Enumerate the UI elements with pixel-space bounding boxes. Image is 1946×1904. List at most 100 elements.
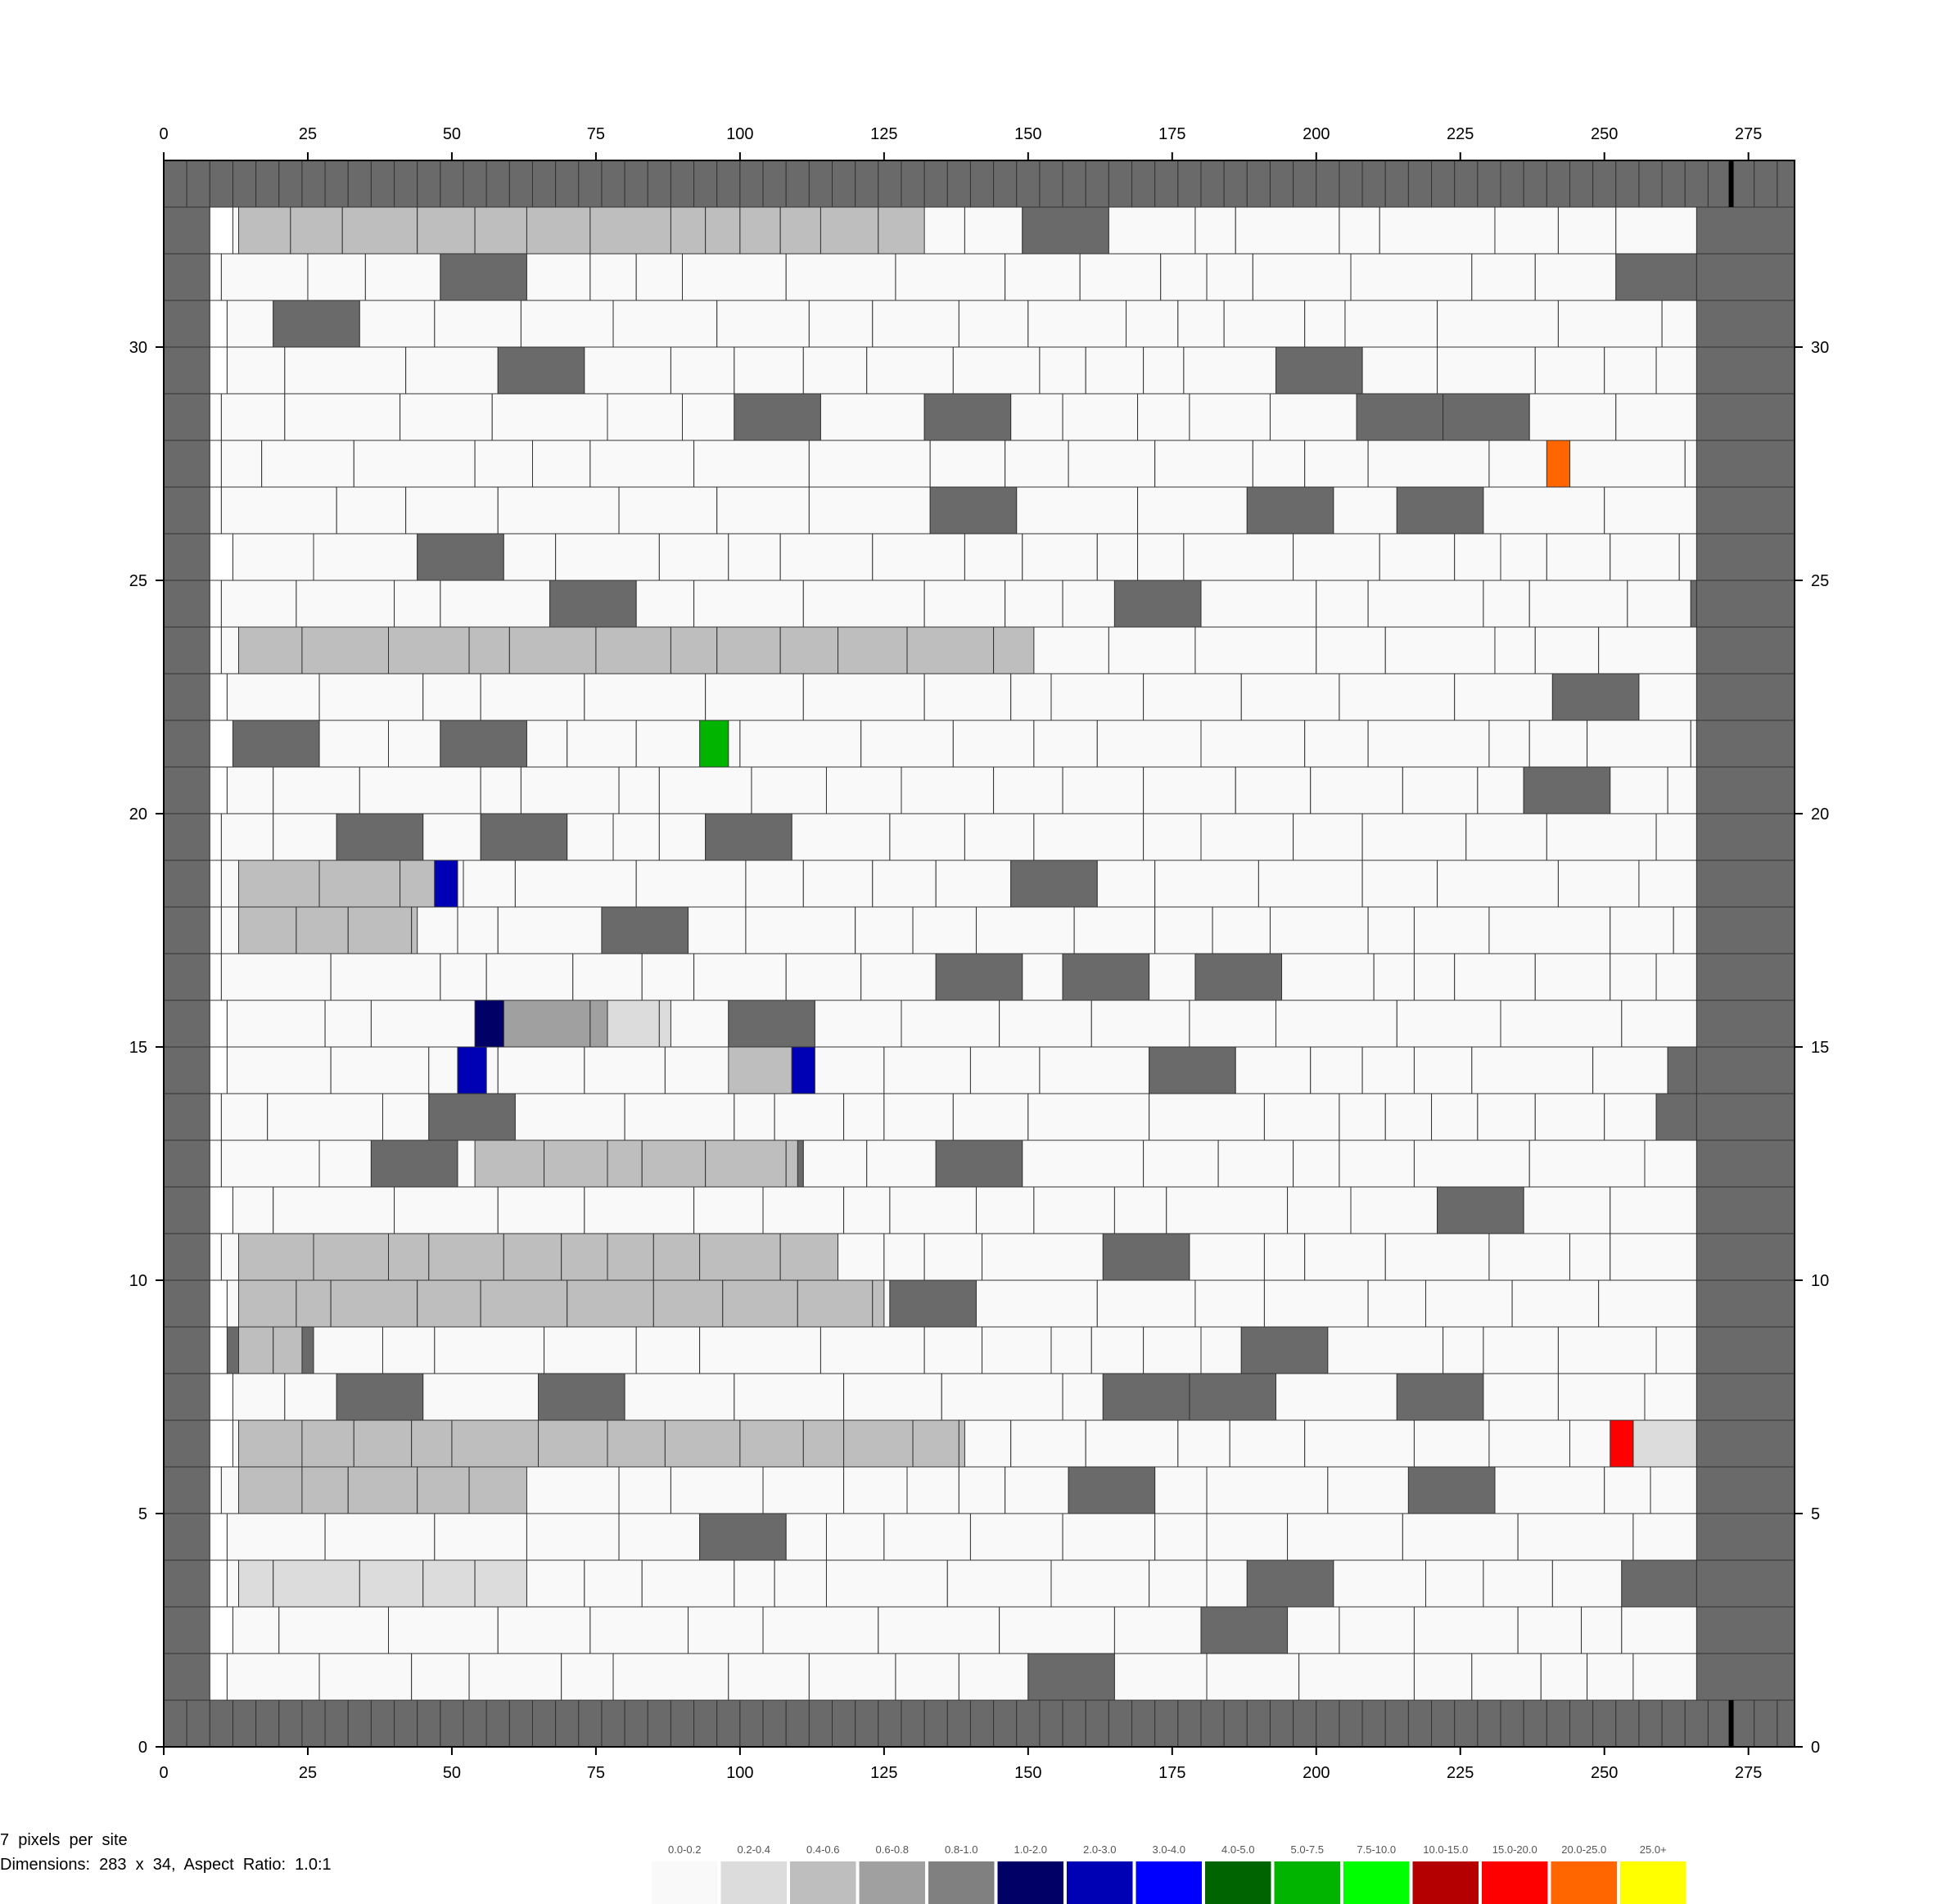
border-cell (1523, 1699, 1547, 1748)
heatmap-cell (1500, 999, 1623, 1048)
heatmap-cell (1488, 1233, 1570, 1281)
heatmap-cell (1367, 906, 1415, 954)
heatmap-cell (226, 1513, 326, 1561)
graded-cell (838, 626, 908, 675)
heatmap-cell (417, 533, 504, 581)
heatmap-cell (1483, 1326, 1559, 1374)
graded-cell (716, 626, 781, 675)
heatmap-cell (330, 953, 441, 1001)
border-cell (324, 160, 349, 208)
border-cell (163, 720, 210, 768)
heatmap-cell (1396, 1373, 1484, 1421)
legend-label: 10.0-15.0 (1423, 1843, 1468, 1856)
heatmap-cell (273, 813, 337, 861)
heatmap-cell (434, 1326, 545, 1374)
border-cell (347, 1699, 372, 1748)
heatmap-cell (1263, 1279, 1369, 1328)
heatmap-cell (1200, 1606, 1289, 1654)
border-cell (1431, 160, 1456, 208)
heatmap-cell (1517, 1606, 1583, 1654)
border-cell (1695, 1419, 1795, 1468)
x-tick-label-bottom: 250 (1591, 1764, 1618, 1782)
heatmap-cell (1546, 533, 1611, 581)
heatmap-cell (1160, 253, 1208, 301)
y-tick-label-left: 30 (129, 339, 147, 357)
heatmap-cell (1033, 720, 1098, 768)
border-cell (1085, 160, 1109, 208)
heatmap-cell (267, 1093, 383, 1141)
heatmap-cell (440, 580, 551, 628)
heatmap-cell (785, 253, 896, 301)
heatmap-cell (762, 1606, 879, 1654)
heatmap-cell (1621, 999, 1697, 1048)
graded-cell (589, 206, 671, 255)
heatmap-cell (1551, 673, 1640, 721)
heatmap-cell (1090, 1326, 1145, 1374)
border-cell (163, 300, 210, 348)
heatmap-cell (1143, 673, 1242, 721)
heatmap-cell (1534, 626, 1600, 675)
border-cell (1477, 1699, 1501, 1748)
y-tick-label-right: 5 (1811, 1505, 1820, 1523)
dimensions-label: Dimensions: 283 x 34, Aspect Ratio: 1.0:… (0, 1856, 332, 1874)
heatmap-cell (1293, 533, 1380, 581)
heatmap-cell (209, 1326, 228, 1374)
border-cell (1695, 1046, 1795, 1094)
heatmap-cell (1293, 813, 1363, 861)
border-cell (163, 1279, 210, 1328)
border-cell (1108, 1699, 1133, 1748)
graded-cell (503, 999, 591, 1048)
border-cell (163, 999, 210, 1048)
heatmap-cell (843, 1186, 891, 1234)
heatmap-cell (1096, 860, 1156, 908)
heatmap-cell (1304, 720, 1369, 768)
border-cell (531, 1699, 557, 1748)
heatmap-cell (1333, 486, 1397, 535)
graded-cell (301, 1466, 349, 1514)
heatmap-cell (209, 1139, 222, 1188)
heatmap-cell (1062, 953, 1150, 1001)
border-cell (255, 160, 280, 208)
heatmap-cell (209, 206, 233, 255)
heatmap-cell (843, 1093, 885, 1141)
heatmap-cell (226, 300, 274, 348)
border-cell (232, 160, 257, 208)
heatmap-cell (1483, 486, 1605, 535)
border-cell (163, 906, 210, 954)
border-cell (855, 1699, 879, 1748)
heatmap-cell (480, 766, 521, 814)
heatmap-cell (209, 1046, 228, 1094)
heatmap-cell (273, 300, 360, 348)
border-cell (1546, 160, 1570, 208)
heatmap-cell (923, 673, 1012, 721)
border-cell (1695, 1279, 1795, 1328)
graded-cell (779, 206, 821, 255)
highlighted-cell (457, 1046, 487, 1094)
graded-cell (474, 1139, 545, 1188)
heatmap-cell (232, 1186, 274, 1234)
graded-cell (705, 1139, 787, 1188)
border-cell (1731, 1699, 1755, 1748)
heatmap-cell (1592, 1046, 1668, 1094)
heatmap-cell (1587, 1653, 1634, 1701)
heatmap-cell (209, 440, 222, 488)
x-tick-label-top: 25 (299, 125, 317, 143)
heatmap-cell (624, 1373, 735, 1421)
heatmap-cell (1235, 1046, 1312, 1094)
border-cell (901, 1699, 925, 1748)
heatmap-cell (526, 720, 568, 768)
graded-cell (359, 1559, 424, 1608)
heatmap-cell (1200, 580, 1317, 628)
pixels-per-site-label: 7 pixels per site (0, 1831, 128, 1849)
heatmap-cell (1523, 766, 1611, 814)
graded-cell (797, 1279, 874, 1328)
heatmap-cell (1200, 813, 1294, 861)
heatmap-cell (1407, 1466, 1496, 1514)
axes: 0025255050757510010012512515015017517520… (129, 125, 1830, 1782)
graded-cell (238, 1326, 274, 1374)
heatmap-cell (670, 1466, 764, 1514)
border-cell (1695, 1139, 1795, 1188)
border-cell (946, 1699, 971, 1748)
heatmap-cell (825, 1559, 948, 1608)
graded-cell (843, 1419, 914, 1468)
